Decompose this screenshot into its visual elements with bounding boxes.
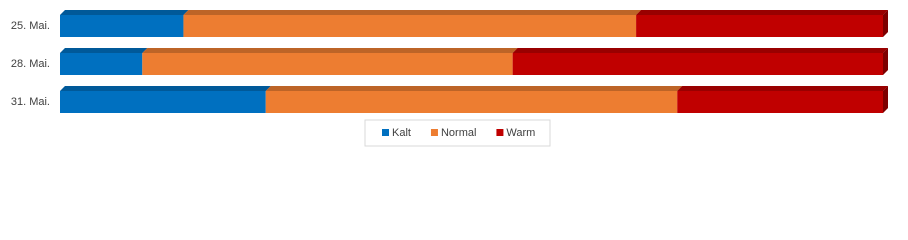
- bar: [60, 91, 266, 113]
- bar-top-shade: [183, 10, 642, 15]
- bar-top-shade: [512, 48, 888, 53]
- bar-top: [60, 48, 148, 53]
- bar-side-shade: [883, 10, 888, 37]
- bar: [60, 15, 184, 37]
- chart: 25. Mai. 28. Mai. 31. Mai. Kalt Normal Warm: [11, 10, 888, 147]
- bar-side-shade: [883, 86, 888, 113]
- bar-top-shade: [60, 48, 148, 53]
- bar-top: [60, 10, 189, 15]
- legend-swatch: [382, 129, 389, 136]
- y-tick-label: 25. Mai.: [11, 20, 50, 32]
- bar: [60, 53, 143, 75]
- bar: [265, 91, 678, 113]
- bar-top-shade: [265, 86, 683, 91]
- legend-swatch: [496, 129, 504, 136]
- bar-side-shade: [883, 48, 888, 75]
- y-tick-label: 28. Mai.: [11, 58, 50, 70]
- bar: [677, 91, 883, 113]
- bar-top-shade: [636, 10, 888, 15]
- bar: [636, 15, 883, 37]
- bar-top-shade: [677, 86, 888, 91]
- bar: [512, 53, 883, 75]
- bar-top-shade: [60, 10, 189, 15]
- bar-top-shade: [142, 48, 518, 53]
- bar-top: [677, 86, 888, 91]
- y-tick-label: 31. Mai.: [11, 96, 50, 108]
- bar: [183, 15, 637, 37]
- bar-top: [183, 10, 642, 15]
- legend-label: Warm: [506, 127, 535, 139]
- bar-top: [265, 86, 683, 91]
- bar-side: [883, 48, 888, 75]
- bar-top: [636, 10, 888, 15]
- legend-label: Kalt: [392, 127, 411, 139]
- bar-top-shade: [60, 86, 271, 91]
- legend-swatch: [430, 129, 438, 136]
- bar-top: [512, 48, 888, 53]
- bar-side: [883, 10, 888, 37]
- bar-side: [883, 86, 888, 113]
- bar-top: [142, 48, 518, 53]
- bar-top: [60, 86, 271, 91]
- legend: Kalt Normal Warm: [364, 119, 551, 147]
- legend-box: [364, 119, 551, 147]
- bar: [142, 53, 513, 75]
- legend-label: Normal: [441, 127, 476, 139]
